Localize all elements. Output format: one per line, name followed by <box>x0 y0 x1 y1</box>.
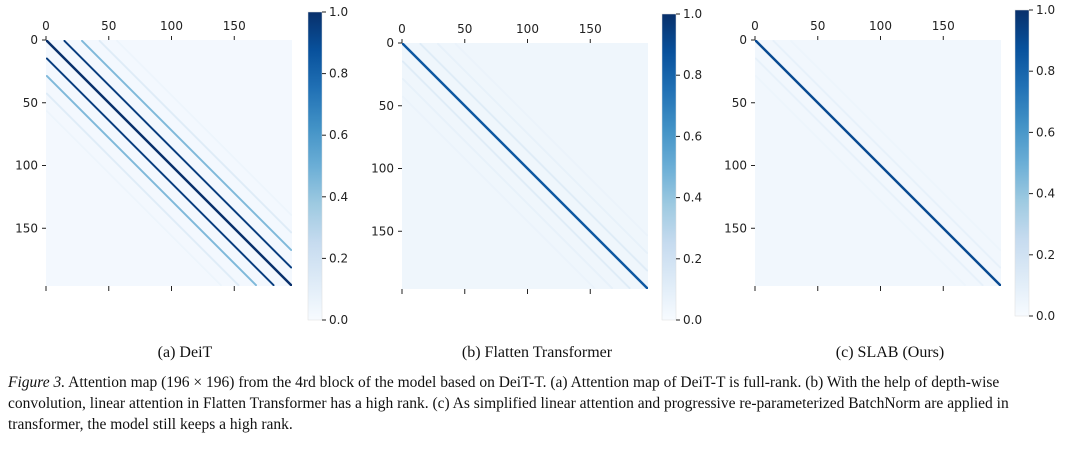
colorbar-tick-label: 0.6 <box>1036 125 1055 139</box>
diagonal-band <box>402 43 648 289</box>
x-tick-label: 150 <box>932 19 955 33</box>
panel-caption: (b) Flatten Transformer <box>462 344 613 361</box>
y-tick-label: 150 <box>724 221 747 235</box>
colorbar-tick-label: 0.8 <box>329 67 348 81</box>
figure-panels: 0 50 100 150 0 50 100 150 0.0 0.2 0.4 0.6 0.8 1.0 (a) … <box>15 3 1055 361</box>
y-tick-label: 50 <box>732 96 747 110</box>
diagonal-band <box>419 43 648 272</box>
diagonal-band <box>755 40 1001 286</box>
colorbar-tick-label: 0.2 <box>1036 248 1055 262</box>
diagonal-band <box>81 40 293 251</box>
x-tick-label: 0 <box>751 19 759 33</box>
colorbar <box>661 13 677 321</box>
x-tick-label: 50 <box>101 19 116 33</box>
diagonal-band <box>790 40 1001 251</box>
colorbar-tick-label: 0.0 <box>329 313 348 327</box>
panel-caption: (a) DeiT <box>158 344 213 361</box>
figure-caption: Figure 3. Attention map (196 × 196) from… <box>8 372 1074 435</box>
panel-caption: (c) SLAB (Ours) <box>836 344 944 361</box>
y-tick-label: 50 <box>23 96 38 110</box>
diagonal-band <box>402 95 596 289</box>
colorbar-tick-label: 0.8 <box>1036 64 1055 78</box>
diagonal-band <box>46 92 240 286</box>
colorbar-tick-label: 0.0 <box>683 313 702 327</box>
x-tick-label: 150 <box>223 19 246 33</box>
heatmap-panel-1: 0 50 100 150 0 50 100 150 0.0 0.2 0.4 0.6 0.8 1.0 (a) … <box>15 5 348 361</box>
x-tick-label: 0 <box>42 19 50 33</box>
y-tick-label: 150 <box>15 221 38 235</box>
y-tick-label: 100 <box>724 159 747 173</box>
colorbar-tick-label: 1.0 <box>1036 3 1055 17</box>
colorbar-tick-label: 0.8 <box>683 68 702 82</box>
colorbar-tick-label: 0.6 <box>683 129 702 143</box>
y-tick-label: 100 <box>15 159 38 173</box>
y-tick-label: 0 <box>386 36 394 50</box>
colorbar-tick-label: 0.2 <box>329 251 348 265</box>
colorbar-tick-label: 0.6 <box>329 128 348 142</box>
colorbar-tick-label: 0.0 <box>1036 309 1055 323</box>
x-tick-label: 0 <box>398 22 406 36</box>
colorbar <box>1014 9 1030 317</box>
diagonal-band <box>46 75 257 287</box>
heatmap-panel-2: 0 50 100 150 0 50 100 150 0.0 0.2 0.4 0.6 0.8 1.0 (b) … <box>371 7 702 361</box>
colorbar <box>307 11 323 321</box>
diagonal-band <box>46 40 292 286</box>
diagonal-band <box>772 40 1001 269</box>
diagonal-band <box>402 78 613 290</box>
diagonal-band <box>116 40 293 216</box>
diagonal-band <box>755 75 966 287</box>
y-tick-label: 50 <box>379 99 394 113</box>
diagonal-band <box>46 57 275 287</box>
y-tick-label: 150 <box>371 224 394 238</box>
caption-label: Figure 3. <box>8 374 66 391</box>
x-tick-label: 50 <box>457 22 472 36</box>
diagonal-band <box>98 40 292 234</box>
x-tick-label: 50 <box>810 19 825 33</box>
diagonal-band <box>755 57 984 287</box>
diagonal-band <box>46 110 222 287</box>
y-tick-label: 0 <box>739 33 747 47</box>
colorbar-tick-label: 1.0 <box>329 5 348 19</box>
colorbar-tick-label: 0.2 <box>683 252 702 266</box>
diagonal-band <box>402 60 631 290</box>
diagonal-band <box>437 43 648 254</box>
caption-text: Attention map (196 × 196) from the 4rd b… <box>8 374 1009 433</box>
diagonal-band <box>454 43 648 237</box>
x-tick-label: 100 <box>869 19 892 33</box>
colorbar-tick-label: 1.0 <box>683 7 702 21</box>
y-tick-label: 0 <box>30 33 38 47</box>
x-tick-label: 100 <box>160 19 183 33</box>
colorbar-tick-label: 0.4 <box>683 191 702 205</box>
diagonal-band <box>63 40 293 269</box>
colorbar-tick-label: 0.4 <box>1036 187 1055 201</box>
x-tick-label: 100 <box>516 22 539 36</box>
x-tick-label: 150 <box>579 22 602 36</box>
y-tick-label: 100 <box>371 162 394 176</box>
colorbar-tick-label: 0.4 <box>329 190 348 204</box>
heatmap-panel-3: 0 50 100 150 0 50 100 150 0.0 0.2 0.4 0.6 0.8 1.0 (c) … <box>724 3 1055 361</box>
